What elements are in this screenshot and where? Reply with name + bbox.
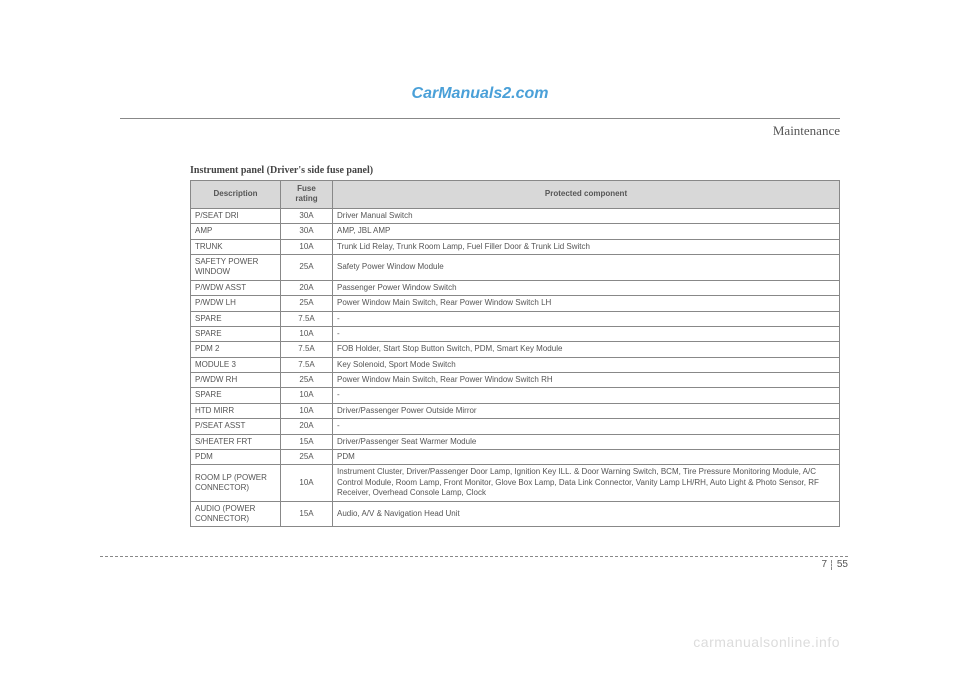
cell-description: SPARE bbox=[191, 326, 281, 341]
cell-rating: 7.5A bbox=[281, 311, 333, 326]
cell-description: PDM bbox=[191, 450, 281, 465]
table-row: P/WDW ASST20APassenger Power Window Swit… bbox=[191, 280, 840, 295]
table-title: Instrument panel (Driver's side fuse pan… bbox=[190, 165, 840, 176]
table-row: P/SEAT DRI30ADriver Manual Switch bbox=[191, 208, 840, 223]
table-row: S/HEATER FRT15ADriver/Passenger Seat War… bbox=[191, 434, 840, 449]
cell-description: AMP bbox=[191, 224, 281, 239]
table-row: PDM 27.5AFOB Holder, Start Stop Button S… bbox=[191, 342, 840, 357]
table-row: ROOM LP (POWER CONNECTOR)10AInstrument C… bbox=[191, 465, 840, 501]
cell-rating: 30A bbox=[281, 208, 333, 223]
chapter-number: 7 bbox=[822, 560, 833, 570]
cell-component: Key Solenoid, Sport Mode Switch bbox=[333, 357, 840, 372]
cell-component: Driver/Passenger Seat Warmer Module bbox=[333, 434, 840, 449]
cell-description: HTD MIRR bbox=[191, 403, 281, 418]
cell-rating: 10A bbox=[281, 239, 333, 254]
cell-description: P/WDW RH bbox=[191, 373, 281, 388]
table-row: P/WDW LH25APower Window Main Switch, Rea… bbox=[191, 296, 840, 311]
page-header: Maintenance bbox=[120, 118, 840, 139]
page-footer: 7 55 bbox=[100, 556, 848, 570]
cell-component: AMP, JBL AMP bbox=[333, 224, 840, 239]
section-title: Maintenance bbox=[773, 123, 840, 138]
cell-component: Driver Manual Switch bbox=[333, 208, 840, 223]
table-row: AUDIO (POWER CONNECTOR)15AAudio, A/V & N… bbox=[191, 501, 840, 527]
cell-rating: 7.5A bbox=[281, 342, 333, 357]
cell-description: SPARE bbox=[191, 311, 281, 326]
col-description: Description bbox=[191, 181, 281, 209]
cell-component: Instrument Cluster, Driver/Passenger Doo… bbox=[333, 465, 840, 501]
table-row: SPARE10A- bbox=[191, 388, 840, 403]
page-number: 55 bbox=[837, 559, 848, 570]
cell-description: S/HEATER FRT bbox=[191, 434, 281, 449]
cell-component: Power Window Main Switch, Rear Power Win… bbox=[333, 373, 840, 388]
col-rating: Fuse rating bbox=[281, 181, 333, 209]
cell-component: Power Window Main Switch, Rear Power Win… bbox=[333, 296, 840, 311]
table-row: TRUNK10ATrunk Lid Relay, Trunk Room Lamp… bbox=[191, 239, 840, 254]
cell-rating: 10A bbox=[281, 403, 333, 418]
content-area: Instrument panel (Driver's side fuse pan… bbox=[190, 165, 840, 527]
cell-description: ROOM LP (POWER CONNECTOR) bbox=[191, 465, 281, 501]
cell-rating: 25A bbox=[281, 373, 333, 388]
cell-rating: 20A bbox=[281, 280, 333, 295]
col-component: Protected component bbox=[333, 181, 840, 209]
table-row: PDM25APDM bbox=[191, 450, 840, 465]
cell-rating: 15A bbox=[281, 434, 333, 449]
cell-rating: 10A bbox=[281, 465, 333, 501]
cell-rating: 10A bbox=[281, 326, 333, 341]
cell-rating: 20A bbox=[281, 419, 333, 434]
table-header-row: Description Fuse rating Protected compon… bbox=[191, 181, 840, 209]
cell-component: - bbox=[333, 326, 840, 341]
fuse-table: Description Fuse rating Protected compon… bbox=[190, 180, 840, 527]
cell-component: Audio, A/V & Navigation Head Unit bbox=[333, 501, 840, 527]
table-row: P/WDW RH25APower Window Main Switch, Rea… bbox=[191, 373, 840, 388]
cell-component: Passenger Power Window Switch bbox=[333, 280, 840, 295]
table-row: AMP30AAMP, JBL AMP bbox=[191, 224, 840, 239]
cell-description: PDM 2 bbox=[191, 342, 281, 357]
watermark-top: CarManuals2.com bbox=[0, 85, 960, 103]
table-row: MODULE 37.5AKey Solenoid, Sport Mode Swi… bbox=[191, 357, 840, 372]
cell-component: Trunk Lid Relay, Trunk Room Lamp, Fuel F… bbox=[333, 239, 840, 254]
cell-description: AUDIO (POWER CONNECTOR) bbox=[191, 501, 281, 527]
cell-description: MODULE 3 bbox=[191, 357, 281, 372]
watermark-bottom: carmanualsonline.info bbox=[693, 634, 840, 650]
table-row: SAFETY POWER WINDOW25ASafety Power Windo… bbox=[191, 254, 840, 280]
table-row: HTD MIRR10ADriver/Passenger Power Outsid… bbox=[191, 403, 840, 418]
cell-component: Safety Power Window Module bbox=[333, 254, 840, 280]
cell-rating: 15A bbox=[281, 501, 333, 527]
cell-rating: 25A bbox=[281, 254, 333, 280]
cell-component: - bbox=[333, 311, 840, 326]
cell-rating: 10A bbox=[281, 388, 333, 403]
cell-component: - bbox=[333, 419, 840, 434]
cell-description: P/SEAT ASST bbox=[191, 419, 281, 434]
table-row: P/SEAT ASST20A- bbox=[191, 419, 840, 434]
cell-component: FOB Holder, Start Stop Button Switch, PD… bbox=[333, 342, 840, 357]
cell-description: P/SEAT DRI bbox=[191, 208, 281, 223]
cell-rating: 30A bbox=[281, 224, 333, 239]
cell-rating: 25A bbox=[281, 450, 333, 465]
table-row: SPARE10A- bbox=[191, 326, 840, 341]
cell-rating: 25A bbox=[281, 296, 333, 311]
cell-description: P/WDW LH bbox=[191, 296, 281, 311]
cell-description: SAFETY POWER WINDOW bbox=[191, 254, 281, 280]
cell-description: P/WDW ASST bbox=[191, 280, 281, 295]
cell-description: TRUNK bbox=[191, 239, 281, 254]
cell-component: PDM bbox=[333, 450, 840, 465]
cell-rating: 7.5A bbox=[281, 357, 333, 372]
cell-component: - bbox=[333, 388, 840, 403]
cell-description: SPARE bbox=[191, 388, 281, 403]
table-row: SPARE7.5A- bbox=[191, 311, 840, 326]
cell-component: Driver/Passenger Power Outside Mirror bbox=[333, 403, 840, 418]
